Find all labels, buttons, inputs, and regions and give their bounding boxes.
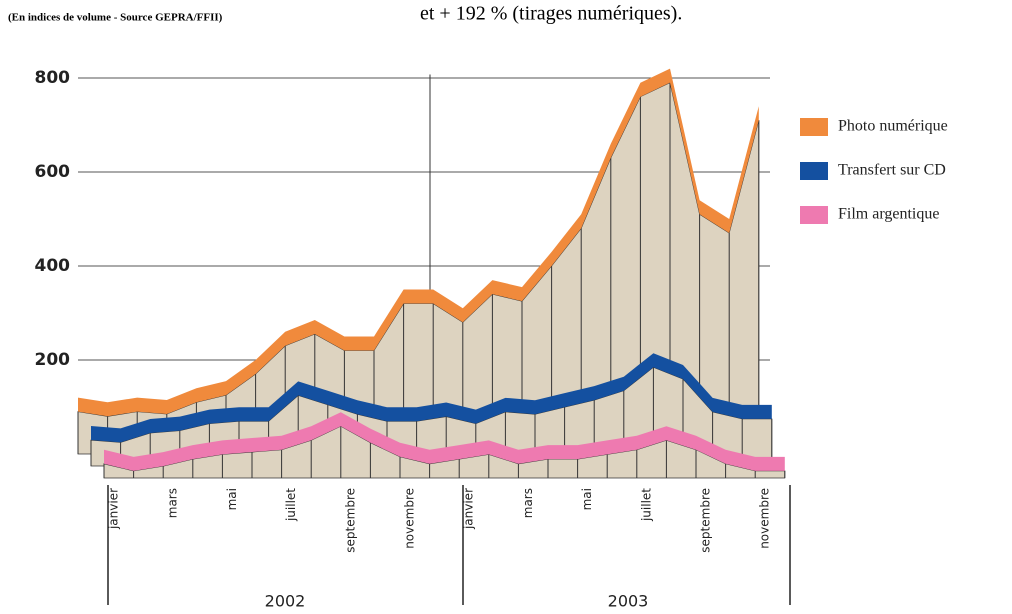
x-tick-label: novembre bbox=[403, 488, 417, 549]
y-tick-label: 200 bbox=[35, 350, 71, 370]
year-label: 2003 bbox=[608, 592, 649, 611]
x-tick-label: juillet bbox=[639, 488, 653, 522]
legend-label: Film argentique bbox=[838, 206, 939, 223]
legend-swatch bbox=[800, 206, 828, 224]
x-tick-label: novembre bbox=[758, 488, 772, 549]
legend-swatch bbox=[800, 162, 828, 180]
x-tick-label: septembre bbox=[699, 488, 713, 553]
series-band bbox=[104, 412, 785, 471]
x-tick-label: janvier bbox=[107, 488, 121, 530]
x-tick-label: janvier bbox=[462, 488, 476, 530]
x-tick-label: mars bbox=[166, 488, 180, 518]
year-label: 2002 bbox=[265, 592, 306, 611]
series-band bbox=[91, 353, 772, 443]
x-tick-label: mai bbox=[580, 488, 594, 510]
x-tick-label: mai bbox=[225, 488, 239, 510]
x-tick-label: mars bbox=[521, 488, 535, 518]
legend-swatch bbox=[800, 118, 828, 136]
legend-label: Photo numérique bbox=[838, 118, 948, 135]
y-tick-label: 400 bbox=[35, 256, 71, 276]
source-note: (En indices de volume - Source GEPRA/FFI… bbox=[8, 12, 223, 24]
caption: et + 192 % (tirages numériques). bbox=[420, 3, 682, 25]
x-tick-label: septembre bbox=[343, 488, 357, 553]
y-tick-label: 600 bbox=[35, 162, 71, 182]
y-tick-label: 800 bbox=[35, 68, 71, 88]
x-tick-label: juillet bbox=[284, 488, 298, 522]
legend-label: Transfert sur CD bbox=[838, 162, 946, 179]
